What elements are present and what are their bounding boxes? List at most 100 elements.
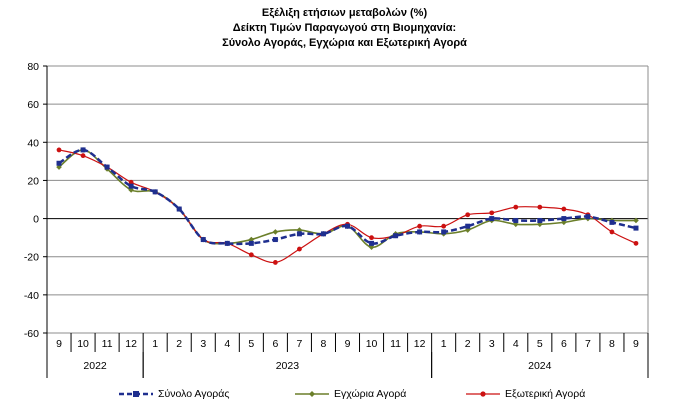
x-tick-label: 3 [489,338,495,350]
x-tick-label: 9 [345,338,351,350]
series-2-point [272,260,278,265]
x-tick-label: 10 [366,338,378,350]
x-tick-label: 6 [561,338,567,350]
series-2-point [441,223,447,229]
x-tick-label: 2 [176,338,182,350]
x-tick-label: 7 [585,338,591,350]
x-tick-label: 1 [152,338,158,350]
series-0-point [561,216,567,222]
y-tick-label: -20 [24,252,39,264]
series-0-point [441,229,447,235]
y-tick-label: 80 [27,61,39,73]
series-1-point [561,219,567,226]
series-2-point [128,179,134,185]
series-0-point [296,231,302,237]
legend-item-total: Σύνολο Αγοράς [118,388,229,400]
series-1-point [128,187,134,193]
series-2-point [80,153,86,159]
series-line-2 [58,149,637,264]
title-line-2: Δείκτη Τιμών Παραγωγού στη Βιομηχανία: [232,22,457,34]
series-0-point [513,217,519,223]
series-2-point [248,252,254,258]
series-0-point [152,189,158,195]
y-tick-label: -60 [24,328,39,340]
y-tick-label: 20 [27,175,39,187]
title-line-1: Εξέλιξη ετήσιων μεταβολών (%) [261,7,428,19]
series-2-point [369,235,374,241]
series-1-point [272,229,279,235]
x-tick-label: 3 [200,338,206,350]
series-2-point [56,147,62,153]
series-2-point [633,240,639,246]
x-tick-label: 9 [633,338,639,350]
legend: Σύνολο Αγοράς Εγχώρια Αγορά Εξωτερική Αγ… [0,388,689,404]
series-0-point [465,223,471,229]
x-tick-label: 1 [441,338,447,350]
series-0-point [128,183,134,189]
series-line-1 [58,149,636,248]
x-tick-label: 8 [321,338,327,350]
series-0-point [369,240,375,246]
series-0-point [609,219,615,225]
series-2-point [489,210,495,216]
x-tick-label: 6 [272,338,278,350]
legend-item-foreign: Εξωτερική Αγορά [465,388,585,400]
x-tick-label: 12 [414,338,426,350]
series-1-point [368,244,375,250]
legend-label-foreign: Εξωτερική Αγορά [505,388,586,400]
legend-label-total: Σύνολο Αγοράς [158,388,230,400]
series-0-point [585,214,591,220]
series-0-point [80,147,86,153]
legend-item-domestic: Εγχώρια Αγορά [294,388,406,400]
series-0-point [176,206,182,212]
series-0-point [56,160,62,166]
series-2-point [561,206,567,212]
x-tick-label: 2 [465,338,471,350]
grid [46,65,649,334]
year-label: 2023 [276,360,300,372]
series-0-point [104,164,110,170]
x-tick-label: 8 [609,338,615,350]
series-1-point [633,217,639,224]
series-0-point [345,223,350,229]
y-axis-ticks: -60 -40 -20 0 20 40 60 80 [24,61,47,340]
legend-swatch-foreign [466,391,500,397]
legend-swatch-domestic [295,391,329,397]
x-tick-label: 7 [296,338,302,350]
series-0-point [224,240,230,246]
series-2-point [465,212,471,218]
x-tick-label: 9 [56,338,62,350]
x-tick-label: 4 [513,338,519,350]
x-tick-label: 10 [77,338,89,350]
series-2-point [513,204,519,210]
legend-swatch-total [119,391,153,397]
y-tick-label: -40 [24,290,39,302]
x-tick-label: 5 [248,338,254,350]
series-0-point [200,237,206,243]
series-0-point [633,225,639,231]
year-label: 2022 [83,360,107,372]
x-tick-label: 11 [102,338,113,350]
series-1-point [56,164,62,170]
x-tick-label: 4 [224,338,230,350]
y-tick-label: 60 [27,99,39,111]
x-tick-label: 5 [537,338,543,350]
series-2-point [417,223,423,229]
series-0-point [248,240,254,246]
chart-title: Εξέλιξη ετήσιων μεταβολών (%) Δείκτη Τιμ… [0,6,689,51]
series-0-point [393,233,399,239]
x-tick-label: 11 [390,338,401,350]
year-label: 2024 [528,360,552,372]
x-tick-label: 12 [125,338,137,350]
series-0-point [489,216,495,222]
legend-label-domestic: Εγχώρια Αγορά [334,388,407,400]
series-0-point [320,231,326,237]
series-2-point [609,229,615,235]
y-tick-label: 0 [33,214,39,226]
series-0-point [272,237,278,243]
series-2-point [537,204,543,210]
y-tick-label: 40 [27,137,39,149]
series-0-point [537,217,543,223]
series-0-point [417,229,423,235]
